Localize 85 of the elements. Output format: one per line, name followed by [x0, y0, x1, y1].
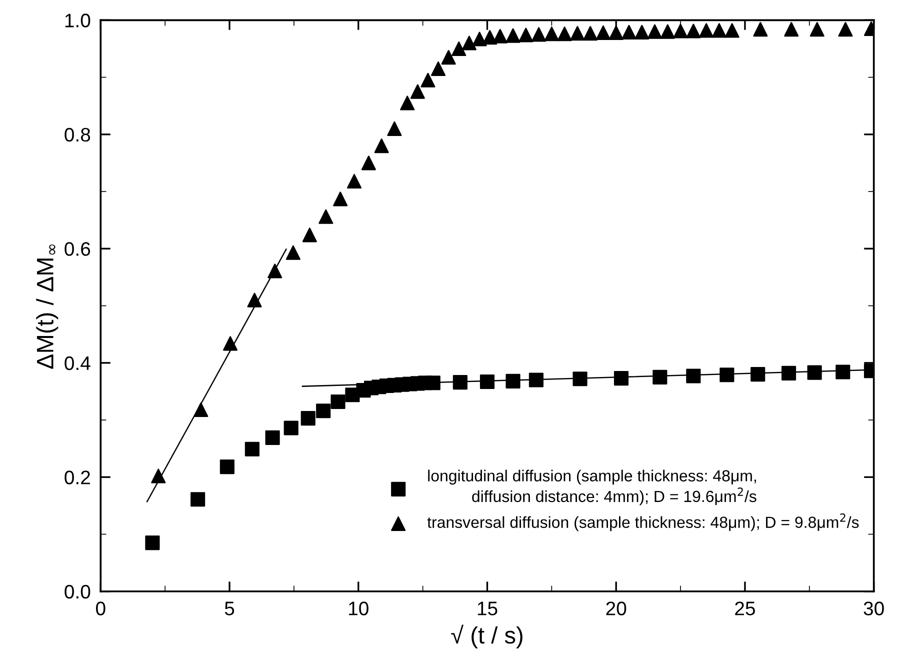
point [300, 411, 316, 426]
point [838, 22, 853, 37]
point [634, 24, 650, 40]
point [194, 402, 208, 417]
point [430, 61, 446, 76]
point [441, 50, 456, 65]
x-tick-label: 30 [864, 602, 884, 616]
point [472, 32, 487, 46]
point [374, 138, 389, 154]
y-axis-title: ΔM(t) / ΔM$_{∞}$ [36, 244, 58, 369]
point [284, 420, 298, 436]
legend-label: longitudinal diffusion (sample thickness: 48μm, diffusion distance: 4mm); D = 19.6μm$^{2}$/s [428, 470, 756, 506]
point [462, 36, 476, 50]
point [660, 24, 675, 39]
point [223, 336, 238, 351]
point [518, 28, 534, 42]
x-axis-title: √ (t / s) [451, 624, 522, 648]
point [452, 41, 466, 56]
point [572, 372, 588, 386]
point [452, 375, 468, 390]
point [596, 25, 610, 40]
point [506, 28, 520, 43]
point [807, 365, 822, 380]
x-tick-label: 0 [96, 602, 106, 616]
point [302, 228, 317, 242]
x-tick-label: 5 [224, 602, 234, 616]
point [420, 72, 436, 88]
point [753, 22, 768, 37]
point [673, 24, 688, 38]
point [836, 364, 850, 380]
point [286, 245, 300, 260]
y-tick-label: 1.0 [65, 14, 90, 28]
point [750, 367, 766, 382]
point [190, 492, 206, 507]
y-tick-label: 0.0 [64, 584, 90, 599]
x-tick-label: 10 [349, 602, 368, 616]
point [557, 26, 572, 42]
point [570, 26, 585, 41]
point [426, 376, 440, 390]
point [810, 22, 824, 37]
point [247, 292, 262, 308]
point [652, 370, 668, 384]
point [647, 24, 662, 39]
x-tick-label: 15 [478, 602, 498, 616]
point [330, 394, 346, 410]
point [699, 23, 714, 38]
point [346, 174, 362, 189]
point [480, 374, 495, 390]
point [220, 460, 234, 474]
point [784, 22, 799, 37]
point [781, 366, 796, 380]
x-tick-label: 20 [606, 602, 626, 616]
x-tick-label: 25 [735, 602, 755, 616]
point [724, 23, 740, 38]
point [482, 30, 498, 45]
point [318, 209, 334, 224]
point [544, 26, 559, 42]
point [361, 156, 376, 170]
point [720, 368, 734, 382]
point [583, 26, 598, 41]
y-tick-label: 0.6 [64, 242, 90, 256]
point [316, 404, 331, 418]
point [608, 25, 624, 40]
legend-label: transversal diffusion (sample thickness: 48μm); D = 9.8μm$^{2}$/s [427, 513, 859, 532]
point [622, 24, 636, 40]
point [492, 28, 508, 44]
y-tick-label: 0.2 [64, 470, 90, 484]
y-tick-label: 0.8 [64, 128, 90, 142]
point [333, 192, 348, 206]
point [265, 430, 280, 445]
point [712, 23, 726, 38]
point [528, 372, 544, 388]
point [686, 368, 701, 384]
point [244, 442, 260, 456]
point [400, 96, 415, 110]
point [387, 121, 402, 136]
point [614, 371, 629, 386]
point [532, 27, 546, 42]
y-tick-label: 0.4 [64, 356, 90, 370]
point [151, 468, 166, 484]
point [145, 536, 160, 550]
point [410, 84, 425, 99]
point [268, 264, 282, 278]
point [686, 24, 701, 38]
point [506, 374, 520, 388]
